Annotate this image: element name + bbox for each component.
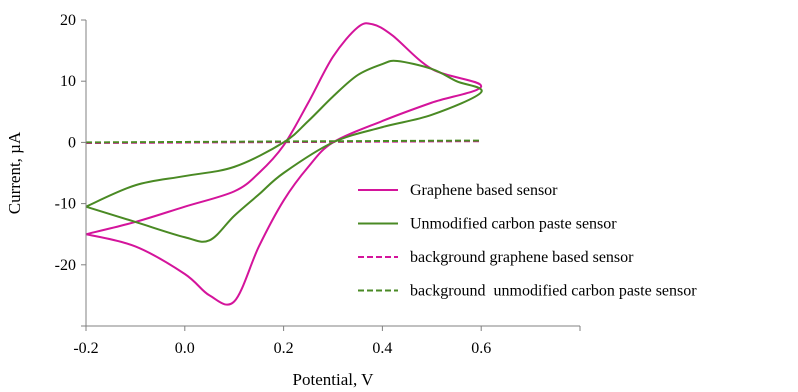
x-tick-label: 0.4 <box>372 340 392 357</box>
series-line-2 <box>85 59 483 243</box>
x-tick-label: 0.6 <box>471 340 491 357</box>
y-tick-label: 20 <box>60 12 76 29</box>
y-tick-label: -20 <box>55 257 76 274</box>
legend-label-4: background unmodified carbon paste senso… <box>410 283 697 300</box>
y-tick-label: 0 <box>68 134 76 151</box>
legend-label-2: Unmodified carbon paste sensor <box>410 216 617 233</box>
legend-label-3: background graphene based sensor <box>410 249 634 266</box>
y-tick-label: 10 <box>60 73 76 90</box>
axes: 20 10 0 -10 -20 -0.2 0.0 0.2 0.4 0.6 <box>55 12 581 357</box>
plot-area <box>85 22 483 306</box>
legend: Graphene based sensor Unmodified carbon p… <box>358 182 697 300</box>
legend-label-1: Graphene based sensor <box>410 182 558 199</box>
series-line-4 <box>85 139 482 144</box>
x-tick-label: 0.0 <box>175 340 195 357</box>
x-tick-label: 0.2 <box>274 340 294 357</box>
y-tick-label: -10 <box>55 196 76 213</box>
x-tick-label: -0.2 <box>73 340 98 357</box>
y-axis-title: Current, µA <box>5 131 24 214</box>
x-axis-title: Potential, V <box>293 370 375 389</box>
series-line-1 <box>85 22 483 306</box>
